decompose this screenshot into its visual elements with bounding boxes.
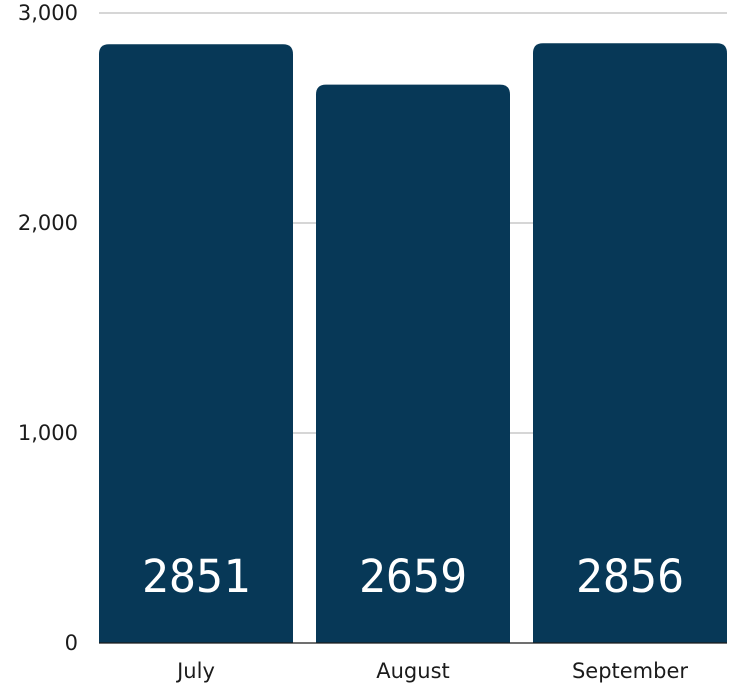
x-category-label: September — [572, 659, 688, 683]
bar-data-label: 2856 — [576, 550, 684, 603]
x-category-label: July — [175, 659, 215, 683]
y-tick-label: 1,000 — [18, 421, 78, 445]
bar-data-label: 2659 — [359, 550, 467, 603]
y-tick-label: 2,000 — [18, 211, 78, 235]
x-category-label: August — [376, 659, 450, 683]
bar-data-label: 2851 — [142, 550, 250, 603]
y-tick-label: 3,000 — [18, 1, 78, 25]
y-tick-label: 0 — [65, 631, 78, 655]
